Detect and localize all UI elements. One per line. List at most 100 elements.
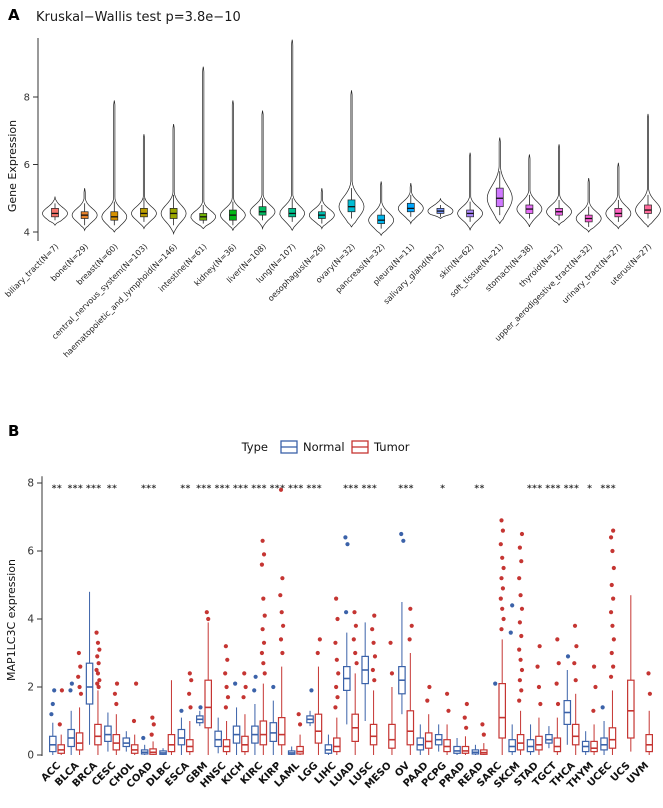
x-category-label: UVM	[625, 760, 651, 786]
box	[535, 735, 543, 751]
panel-a-title: Kruskal−Wallis test p=3.8e−10	[36, 10, 241, 25]
significance-stars: ***	[343, 484, 359, 494]
tumor-outlier-dot	[114, 701, 119, 707]
x-category-label: soft_tissue(N=21)	[448, 242, 505, 299]
tumor-outlier-dot	[556, 661, 561, 666]
violin-shape	[338, 90, 365, 228]
violin-shape	[131, 134, 157, 230]
tumor-outlier-dot	[95, 671, 101, 676]
tumor-outlier-dot	[77, 684, 82, 690]
box	[406, 710, 415, 746]
box	[526, 739, 535, 753]
box	[104, 725, 112, 743]
tumor-outlier-dot	[223, 644, 228, 649]
significance-stars: ***	[564, 484, 580, 494]
normal-outlier-dot	[233, 681, 238, 686]
significance-stars: **	[107, 484, 117, 494]
tumor-outlier-dot	[317, 637, 322, 642]
box	[627, 679, 635, 739]
normal-outlier-dot	[253, 674, 258, 679]
normal-outlier-dot	[271, 684, 276, 690]
tumor-outlier-dot	[149, 732, 154, 737]
tumor-outlier-dot	[611, 528, 616, 533]
normal-outlier-dot	[344, 610, 349, 615]
violin-shape	[635, 113, 661, 228]
tumor-outlier-dot	[501, 565, 506, 571]
significance-stars: ***	[270, 484, 286, 494]
tumor-outlier-dot	[95, 640, 101, 645]
tumor-outlier-dot	[94, 630, 99, 635]
tumor-outlier-dot	[519, 688, 524, 693]
tumor-outlier-dot	[519, 559, 524, 564]
legend-tumor-label: Tumor	[373, 440, 410, 454]
panel-a-label: A	[8, 6, 20, 24]
tumor-outlier-dot	[260, 627, 265, 632]
box	[177, 728, 186, 746]
tumor-outlier-dot	[151, 722, 156, 727]
tumor-outlier-dot	[608, 535, 614, 540]
tumor-outlier-dot	[554, 681, 559, 686]
box	[277, 717, 286, 746]
tumor-outlier-dot	[112, 691, 118, 696]
panel-b-y-axis-title: MAP1LC3C expression	[5, 559, 18, 681]
inner-box	[644, 204, 652, 214]
box	[94, 723, 102, 746]
tumor-outlier-dot	[608, 610, 614, 615]
significance-stars: ***	[600, 484, 616, 494]
tumor-outlier-dot	[97, 678, 102, 683]
tumor-outlier-dot	[261, 640, 267, 645]
tumor-outlier-dot	[498, 542, 503, 547]
violin-shape	[101, 100, 128, 233]
tumor-outlier-dot	[204, 610, 209, 615]
violin-shape	[249, 110, 276, 230]
box	[57, 744, 66, 754]
tumor-outlier-dot	[370, 627, 375, 632]
box	[222, 739, 231, 753]
tumor-outlier-dot	[59, 688, 64, 693]
normal-outlier-dot	[309, 688, 314, 693]
violin-shape	[546, 144, 572, 226]
tumor-outlier-dot	[76, 650, 81, 656]
tumor-outlier-dot	[611, 596, 616, 601]
box	[75, 732, 84, 751]
box	[416, 737, 425, 751]
tumor-outlier-dot	[517, 576, 522, 581]
y-tick-label: 8	[27, 478, 34, 490]
tumor-outlier-dot	[480, 722, 485, 727]
inner-box	[51, 208, 59, 218]
tumor-outlier-dot	[572, 623, 578, 628]
box	[314, 713, 323, 744]
significance-stars: ***	[545, 484, 561, 494]
y-tick-label: 8	[24, 93, 30, 104]
significance-stars: *	[440, 484, 445, 494]
tumor-outlier-dot	[134, 681, 139, 686]
tumor-outlier-dot	[187, 691, 192, 696]
tumor-outlier-dot	[444, 691, 450, 696]
violin-shape	[457, 152, 483, 231]
tumor-outlier-dot	[96, 684, 101, 690]
normal-outlier-dot	[252, 688, 257, 693]
tumor-outlier-dot	[464, 701, 469, 707]
normal-outlier-dot	[493, 681, 498, 686]
normal-outlier-dot	[565, 654, 571, 659]
tumor-outlier-dot	[499, 576, 504, 581]
legend-title: Type	[241, 440, 268, 454]
violin-plot-area: 468biliary_tract(N=7)bone(N=29)breast(N=…	[3, 38, 661, 359]
tumor-outlier-dot	[573, 678, 578, 683]
tumor-outlier-dot	[536, 684, 542, 690]
tumor-outlier-dot	[94, 667, 99, 673]
tumor-outlier-dot	[518, 593, 523, 598]
tumor-outlier-dot	[353, 650, 358, 656]
tumor-outlier-dot	[608, 674, 614, 679]
significance-stars: ***	[251, 484, 267, 494]
tumor-outlier-dot	[279, 610, 284, 615]
box	[388, 723, 396, 749]
significance-stars: ***	[398, 484, 414, 494]
significance-stars: ***	[306, 484, 322, 494]
box	[324, 744, 333, 754]
tumor-outlier-dot	[389, 671, 395, 676]
x-category-label: oesophagus(N=26)	[266, 242, 327, 303]
inner-box	[495, 187, 504, 208]
tumor-outlier-dot	[261, 661, 266, 666]
tumor-outlier-dot	[297, 722, 303, 727]
